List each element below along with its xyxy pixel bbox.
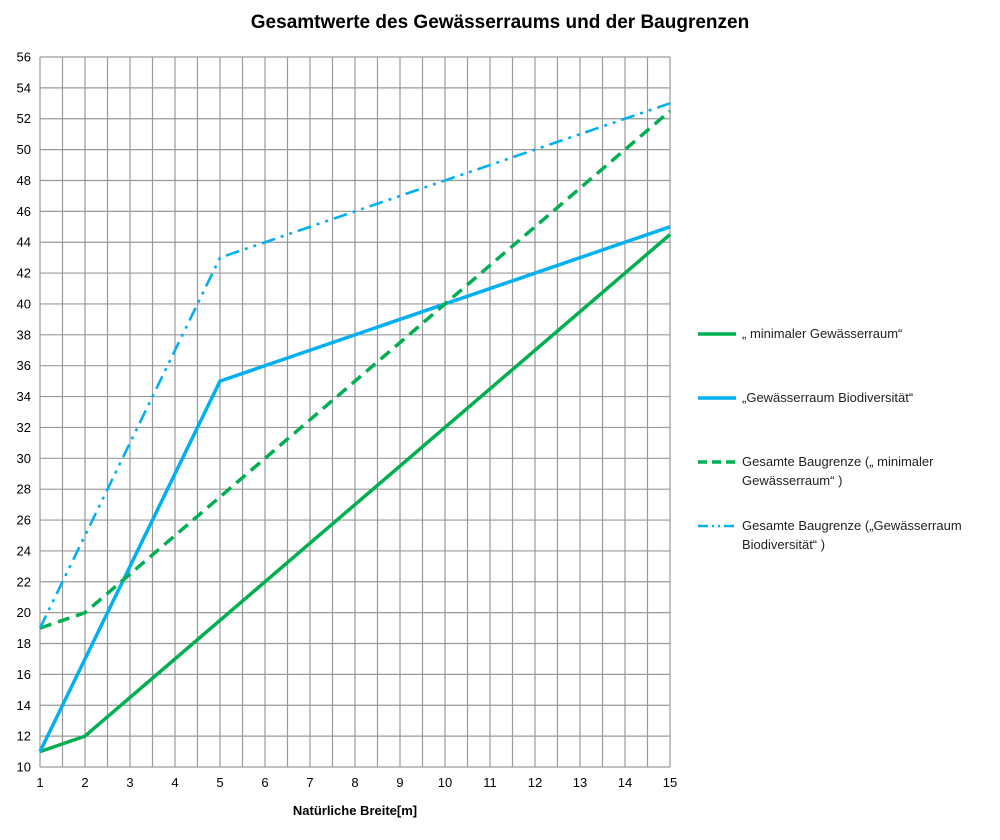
y-tick-label: 20 [17,605,31,620]
x-tick-label: 4 [171,775,178,790]
x-tick-label: 5 [216,775,223,790]
y-tick-label: 24 [17,543,31,558]
y-tick-label: 32 [17,420,31,435]
y-tick-label: 14 [17,698,31,713]
x-tick-label: 2 [81,775,88,790]
y-tick-label: 48 [17,173,31,188]
y-tick-label: 12 [17,729,31,744]
y-tick-label: 46 [17,204,31,219]
x-tick-label: 12 [528,775,542,790]
x-tick-label: 1 [36,775,43,790]
y-tick-label: 40 [17,296,31,311]
chart-title: Gesamtwerte des Gewässerraums und der Ba… [250,12,750,33]
y-tick-label: 36 [17,358,31,373]
x-tick-label: 8 [351,775,358,790]
legend-swatch-4 [698,524,736,528]
legend-label-3: Gesamte Baugrenze („ minimaler Gewässerr… [742,454,934,488]
series-line-1 [39,233,672,754]
y-tick-label: 38 [17,327,31,342]
y-tick-label: 56 [17,50,31,65]
gridlines [39,56,671,768]
series-line-4 [38,102,671,629]
y-tick-label: 28 [17,482,31,497]
series-lines [38,102,672,754]
y-tick-label: 18 [17,636,31,651]
y-tick-label: 22 [17,574,31,589]
y-tick-label: 34 [17,389,31,404]
x-tick-label: 6 [261,775,268,790]
tick-labels: 1 2 3 4 5 6 7 8 9 10 11 12 13 14 151012141618202224262… [17,50,678,791]
x-tick-label: 9 [396,775,403,790]
legend-item-1: „ minimaler Gewässerraum“ [698,318,993,382]
x-tick-label: 3 [126,775,133,790]
x-tick-label: 11 [483,775,497,790]
y-tick-label: 52 [17,111,31,126]
legend-swatch-1 [698,332,736,336]
x-tick-label: 13 [573,775,587,790]
x-axis-label: Natürliche Breite[m] [292,803,418,818]
x-tick-label: 10 [438,775,452,790]
legend-label-4: Gesamte Baugrenze („Gewässerraum Biodive… [742,518,962,552]
y-tick-label: 42 [17,266,31,281]
legend-label-2: „Gewässerraum Biodiversität“ [742,390,914,405]
legend-swatch-2 [698,396,736,400]
series-line-2 [38,225,671,753]
y-tick-label: 30 [17,451,31,466]
legend-item-2: „Gewässerraum Biodiversität“ [698,382,993,446]
x-tick-label: 15 [663,775,677,790]
y-tick-label: 54 [17,80,31,95]
legend-item-3: Gesamte Baugrenze („ minimaler Gewässerr… [698,446,993,510]
legend-label-1: „ minimaler Gewässerraum“ [742,326,903,341]
y-tick-label: 44 [17,235,31,250]
y-tick-label: 50 [17,142,31,157]
legend-swatch-3 [698,460,736,464]
y-tick-label: 16 [17,667,31,682]
legend-item-4: Gesamte Baugrenze („Gewässerraum Biodive… [698,510,993,574]
x-tick-label: 14 [618,775,632,790]
legend: „ minimaler Gewässerraum“ „Gewässerraum … [698,318,993,574]
y-tick-label: 10 [17,760,31,775]
x-tick-label: 7 [306,775,313,790]
series-line-3 [39,109,672,630]
y-tick-label: 26 [17,513,31,528]
